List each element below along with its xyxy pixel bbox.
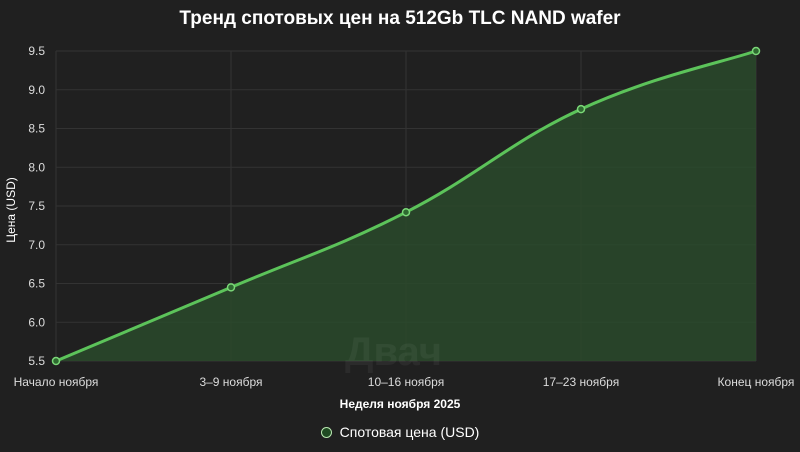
y-tick-label: 5.5	[28, 354, 45, 368]
area-fill	[56, 51, 756, 361]
data-points	[51, 46, 761, 366]
legend-marker-icon	[320, 426, 332, 438]
x-axis-ticks: Начало ноября 3–9 ноября 10–16 ноября 17–23…	[14, 375, 795, 389]
y-tick-label: 6.0	[28, 315, 45, 329]
data-point[interactable]	[226, 283, 236, 292]
watermark: Двач	[345, 330, 443, 374]
y-tick-label: 6.5	[28, 277, 45, 291]
x-tick-label: 10–16 ноября	[368, 375, 444, 389]
data-point[interactable]	[51, 356, 61, 366]
data-point[interactable]	[576, 104, 586, 114]
legend[interactable]: Спотовая цена (USD)	[0, 424, 800, 440]
y-tick-label: 8.5	[28, 122, 45, 136]
x-tick-label: 3–9 ноября	[199, 375, 262, 389]
y-axis-label: Цена (USD)	[4, 177, 18, 243]
y-tick-label: 7.5	[28, 199, 45, 213]
data-point[interactable]	[401, 207, 411, 217]
chart-title: Тренд спотовых цен на 512Gb TLC NAND waf…	[179, 8, 621, 29]
y-tick-label: 9.0	[28, 83, 45, 97]
x-tick-label: Начало ноября	[14, 375, 99, 389]
y-tick-label: 8.0	[28, 160, 45, 174]
y-tick-label: 7.0	[28, 238, 45, 252]
x-axis-label: Неделя ноября 2025	[339, 397, 461, 411]
x-tick-label: 17–23 ноября	[543, 375, 619, 389]
legend-label: Спотовая цена (USD)	[339, 424, 480, 440]
x-tick-label: Конец ноября	[718, 375, 795, 389]
y-axis-ticks: 5.5 6.0 6.5 7.0 7.5 8.0 8.5 9.0 9.5	[28, 44, 45, 368]
y-tick-label: 9.5	[28, 44, 45, 58]
data-point[interactable]	[751, 46, 761, 56]
